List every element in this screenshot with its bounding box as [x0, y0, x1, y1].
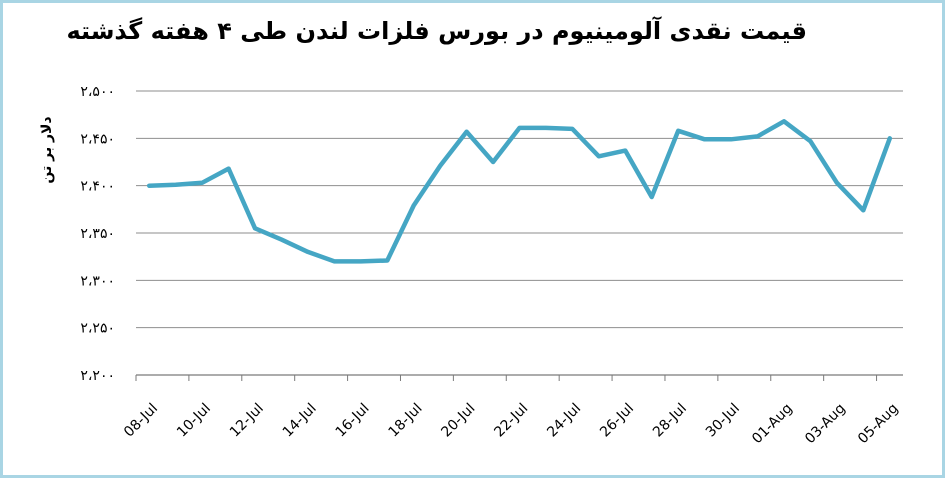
x-axis-tick-label: 16-Jul	[333, 401, 373, 441]
x-axis-tick-label: 10-Jul	[174, 401, 214, 441]
x-axis-tick-label: 12-Jul	[227, 401, 267, 441]
x-axis-tick-label: 28-Jul	[650, 401, 690, 441]
x-axis-tick-label: 24-Jul	[544, 401, 584, 441]
x-axis-tick-label: 08-Jul	[121, 401, 161, 441]
x-axis-tick-label: 22-Jul	[491, 401, 531, 441]
x-axis-tick-label: 05-Aug	[855, 401, 902, 448]
aluminum-price-line-chart: ۲،۵۰۰ ۲،۴۵۰ ۲،۴۰۰ ۲،۳۵۰ ۲،۳۰۰ ۲،۲۵۰ ۲،۲۰۰ 08-Ju…	[80, 84, 903, 448]
y-axis-tick-label: ۲،۴۰۰	[80, 179, 115, 195]
y-axis-tick-label: ۲،۴۵۰	[80, 131, 115, 147]
x-axis-tick-label: 03-Aug	[802, 401, 849, 448]
price-line	[146, 119, 893, 264]
x-axis-tick-label: 14-Jul	[280, 401, 320, 441]
x-axis-tick-label: 26-Jul	[597, 401, 637, 441]
y-axis-tick-label: ۲،۲۵۰	[80, 321, 115, 337]
y-axis-tick-label: ۲،۳۰۰	[80, 273, 115, 289]
x-axis-tick-label: 30-Jul	[703, 401, 743, 441]
y-axis-tick-label: ۲،۳۵۰	[80, 226, 115, 242]
x-axis-tick-label: 01-Aug	[749, 401, 796, 448]
y-axis-tick-label: ۲،۵۰۰	[80, 84, 115, 100]
x-axis-tick-label: 18-Jul	[386, 401, 426, 441]
x-axis-tick-label: 20-Jul	[438, 401, 478, 441]
y-axis-tick-label: ۲،۲۰۰	[80, 368, 115, 384]
chart-title: قیمت نقدی آلومینیوم در بورس فلزات لندن ط…	[66, 17, 807, 45]
